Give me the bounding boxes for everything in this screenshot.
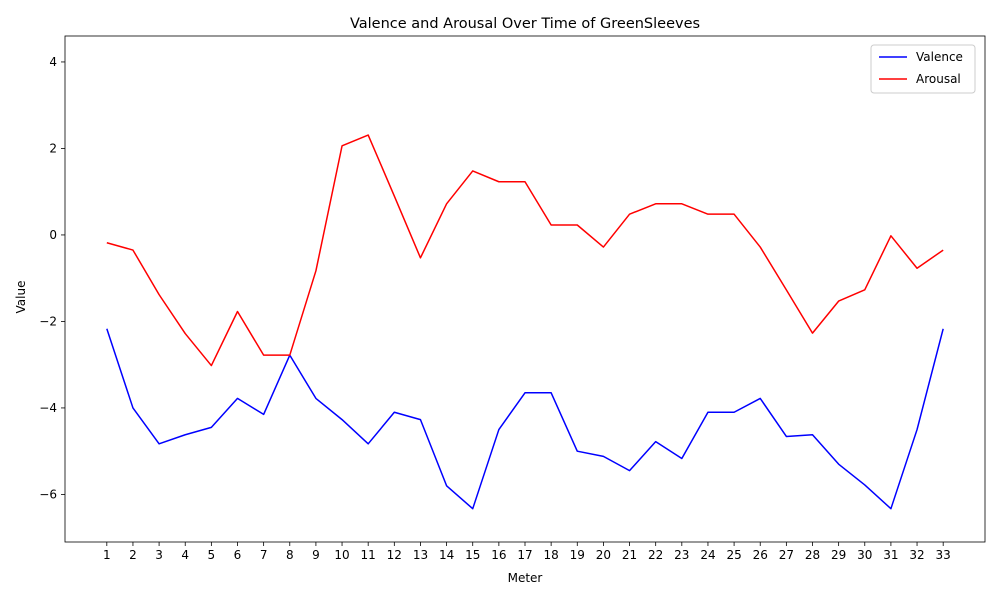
x-tick-label: 8 xyxy=(286,548,294,562)
x-tick-label: 20 xyxy=(596,548,611,562)
x-tick-label: 23 xyxy=(674,548,689,562)
x-tick-label: 10 xyxy=(334,548,349,562)
x-tick-label: 2 xyxy=(129,548,137,562)
y-tick-label: −4 xyxy=(39,401,57,415)
x-tick-label: 32 xyxy=(909,548,924,562)
x-tick-label: 16 xyxy=(491,548,506,562)
x-tick-label: 19 xyxy=(570,548,585,562)
legend: Valence Arousal xyxy=(870,44,976,94)
x-tick-label: 11 xyxy=(361,548,376,562)
x-tick-label: 33 xyxy=(936,548,951,562)
x-tick-label: 21 xyxy=(622,548,637,562)
x-tick-label: 31 xyxy=(883,548,898,562)
y-axis-title: Value xyxy=(14,281,28,314)
x-tick-label: 26 xyxy=(753,548,768,562)
x-tick-label: 18 xyxy=(543,548,558,562)
x-tick-label: 4 xyxy=(181,548,189,562)
y-tick-label: 0 xyxy=(49,228,57,242)
x-tick-label: 13 xyxy=(413,548,428,562)
x-tick-label: 7 xyxy=(260,548,268,562)
x-tick-label: 30 xyxy=(857,548,872,562)
x-tick-label: 5 xyxy=(208,548,216,562)
x-tick-label: 29 xyxy=(831,548,846,562)
x-tick-label: 25 xyxy=(726,548,741,562)
chart-title: Valence and Arousal Over Time of GreenSl… xyxy=(350,16,700,32)
x-tick-label: 15 xyxy=(465,548,480,562)
y-tick-label: 4 xyxy=(49,55,57,69)
x-tick-label: 3 xyxy=(155,548,163,562)
y-tick-label: 2 xyxy=(49,141,57,155)
x-tick-label: 6 xyxy=(234,548,242,562)
x-tick-label: 1 xyxy=(103,548,111,562)
plot-area: 1 2 3 4 5 6 7 8 9 10 11 12 13 14 15 16 17 18 19 20 21 22 23 24 2… xyxy=(39,35,986,562)
y-tick-label: −2 xyxy=(39,314,57,328)
x-tick-label: 28 xyxy=(805,548,820,562)
x-tick-label: 9 xyxy=(312,548,320,562)
series-line-valence xyxy=(106,328,944,510)
x-tick-label: 24 xyxy=(700,548,715,562)
x-tick-label: 17 xyxy=(517,548,532,562)
x-axis-title: Meter xyxy=(508,571,543,585)
series-line-arousal xyxy=(106,134,944,367)
x-tick-label: 27 xyxy=(779,548,794,562)
y-tick-label: −6 xyxy=(39,487,57,501)
x-tick-label: 22 xyxy=(648,548,663,562)
legend-label-valence: Valence xyxy=(916,50,963,64)
legend-label-arousal: Arousal xyxy=(916,72,961,86)
x-tick-label: 12 xyxy=(387,548,402,562)
x-tick-label: 14 xyxy=(439,548,454,562)
